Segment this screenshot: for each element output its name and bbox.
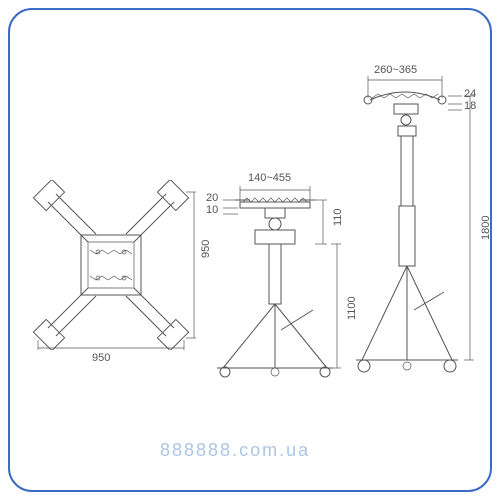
dim-extended-1800: 1800	[480, 216, 492, 240]
dim-collapsed-20: 20	[206, 192, 218, 204]
dim-collapsed-plate: 140~455	[248, 172, 291, 184]
dim-extended-plate: 260~365	[374, 64, 417, 76]
dim-extended-18: 18	[464, 100, 476, 112]
collapsed-side-drawing	[205, 180, 345, 380]
top-view-drawing	[26, 180, 196, 350]
watermark-text: 888888.com.ua	[160, 440, 310, 461]
dim-topview-width: 950	[92, 352, 110, 364]
dim-collapsed-10: 10	[206, 204, 218, 216]
diagram-stage: 950 950	[0, 0, 500, 500]
dim-collapsed-110: 110	[332, 208, 344, 226]
extended-side-drawing	[350, 70, 480, 380]
dim-extended-24: 24	[464, 88, 476, 100]
